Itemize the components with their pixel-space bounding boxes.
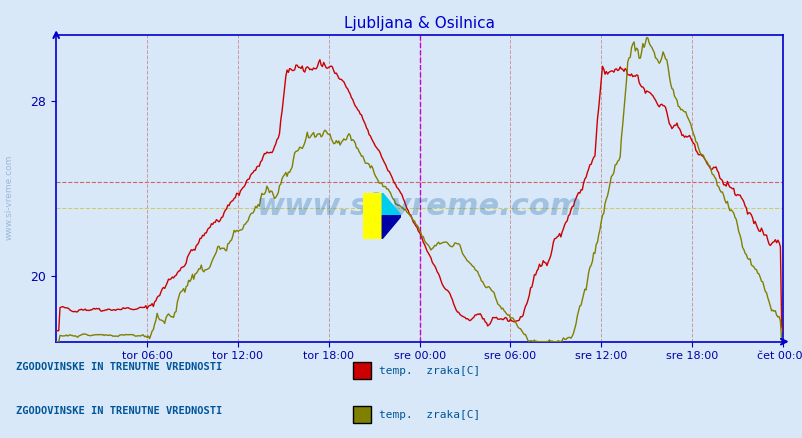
Text: temp.  zraka[C]: temp. zraka[C]	[379, 410, 480, 420]
Text: www.si-vreme.com: www.si-vreme.com	[5, 155, 14, 240]
Text: ZGODOVINSKE IN TRENUTNE VREDNOSTI: ZGODOVINSKE IN TRENUTNE VREDNOSTI	[16, 406, 222, 416]
Title: Ljubljana & Osilnica: Ljubljana & Osilnica	[343, 16, 495, 31]
Text: ZGODOVINSKE IN TRENUTNE VREDNOSTI: ZGODOVINSKE IN TRENUTNE VREDNOSTI	[16, 362, 222, 372]
Bar	[363, 193, 382, 239]
Text: temp.  zraka[C]: temp. zraka[C]	[379, 366, 480, 376]
Polygon shape	[382, 215, 401, 239]
Text: www.si-vreme.com: www.si-vreme.com	[257, 192, 581, 221]
Polygon shape	[382, 193, 401, 215]
